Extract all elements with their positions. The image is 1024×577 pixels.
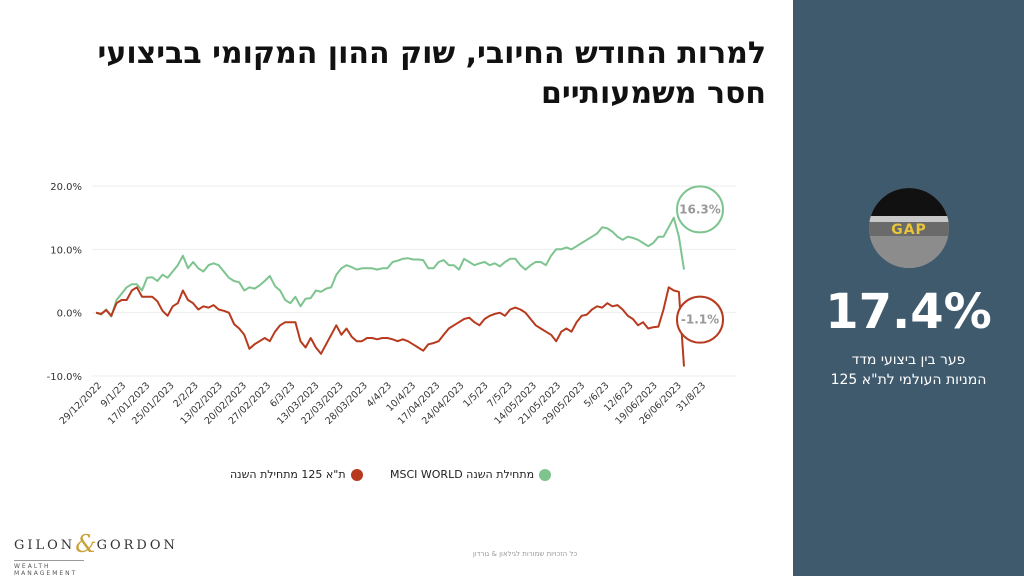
series-line-1 xyxy=(96,287,684,366)
title-line-2: חסר משמעותיים xyxy=(66,74,766,114)
legend-swatch-msci xyxy=(539,469,551,481)
series-line-0 xyxy=(96,218,684,317)
y-tick-label: 0.0% xyxy=(57,309,82,320)
x-tick-label: 29/12/2022 xyxy=(58,380,105,427)
gap-badge-image: GAP xyxy=(869,188,949,268)
copyright-footer: כל הזכויות שמורות לגילאון & גורדון xyxy=(450,550,600,558)
legend-label-msci: מתחילת השנה MSCI WORLD xyxy=(390,468,534,481)
legend-item-msci: מתחילת השנה MSCI WORLD xyxy=(390,468,551,481)
logo-subtitle: WEALTH MANAGEMENT xyxy=(14,560,84,577)
company-logo: GILON&GORDON WEALTH MANAGEMENT xyxy=(14,530,154,577)
gap-badge-text: GAP xyxy=(891,222,927,238)
legend-item-tlv: ת"א 125 מתחילת השנה xyxy=(230,468,363,481)
y-tick-label: 10.0% xyxy=(50,245,82,256)
end-label-0: 16.3% xyxy=(679,202,721,216)
line-chart: -10.0%0.0%10.0%20.0%29/12/20229/1/2317/0… xyxy=(30,170,760,470)
legend-label-tlv: ת"א 125 מתחילת השנה xyxy=(230,468,346,481)
x-tick-label: 1/5/23 xyxy=(461,380,490,409)
gap-stat-value: 17.4% xyxy=(793,284,1024,340)
end-label-1: -1.1% xyxy=(681,313,719,327)
logo-text-right: GORDON xyxy=(97,538,178,553)
y-tick-label: 20.0% xyxy=(50,182,82,193)
gap-stat-label: פער בין ביצועי מדד המניות העולמי לת"א 12… xyxy=(793,350,1024,390)
gap-stat-label-line-1: פער בין ביצועי מדד xyxy=(793,350,1024,370)
logo-text-left: GILON xyxy=(14,538,75,553)
logo-ampersand: & xyxy=(75,530,96,558)
y-tick-label: -10.0% xyxy=(47,372,82,383)
page-title: למרות החודש החיובי, שוק ההון המקומי בביצ… xyxy=(66,34,766,114)
gap-stat-label-line-2: המניות העולמי לת"א 125 xyxy=(793,370,1024,390)
legend-swatch-tlv xyxy=(351,469,363,481)
title-line-1: למרות החודש החיובי, שוק ההון המקומי בביצ… xyxy=(66,34,766,74)
